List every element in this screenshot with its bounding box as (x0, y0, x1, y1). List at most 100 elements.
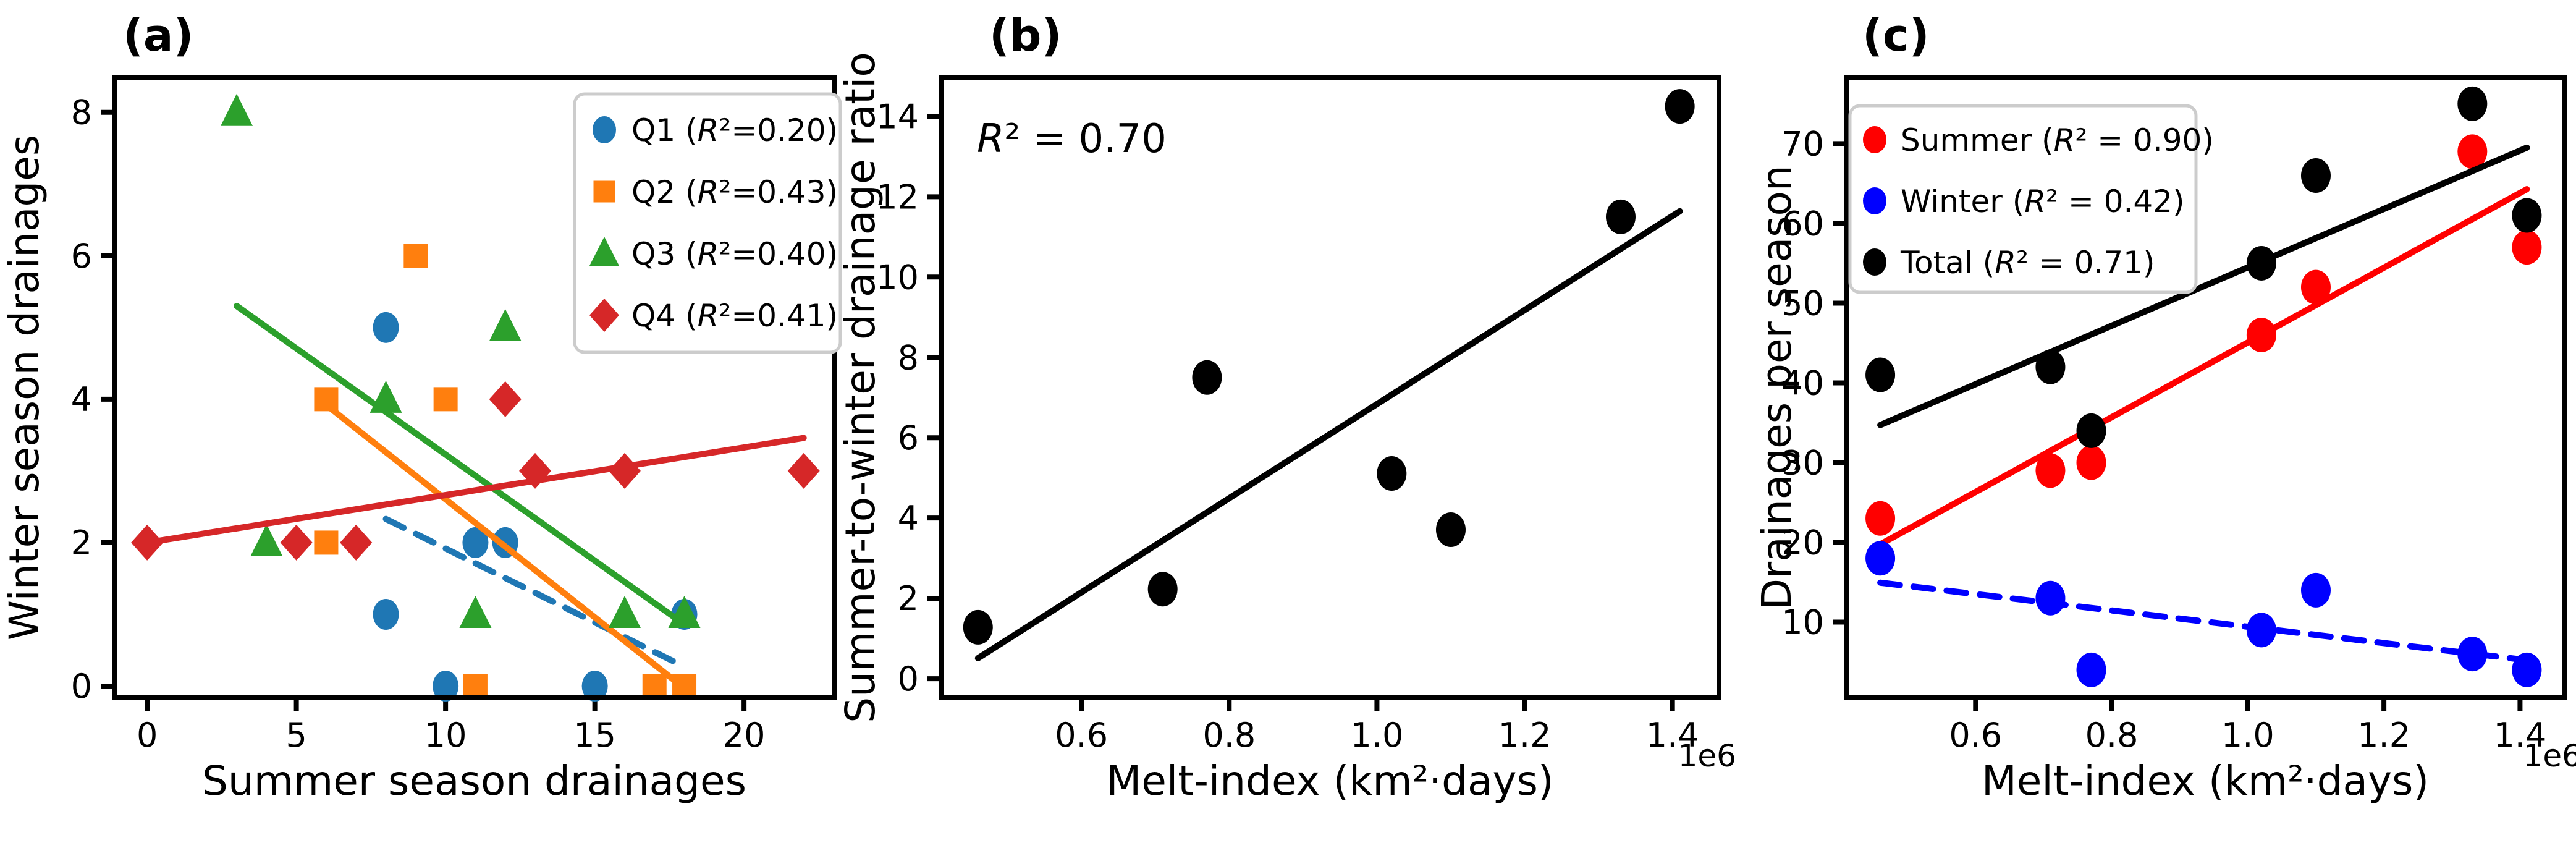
legend-marker-Summer (1863, 126, 1886, 153)
data-point-Q1 (373, 598, 399, 630)
legend-marker-Q3 (589, 237, 619, 266)
x-tick-label: 0.8 (1202, 716, 1256, 755)
x-tick-label: 1.2 (1498, 716, 1552, 755)
y-tick-label: 40 (1781, 363, 1824, 402)
y-axis-label: Winter season drainages (1, 135, 48, 641)
data-point-Total (2076, 413, 2106, 448)
legend-label-Summer: Summer (R² = 0.90) (1901, 122, 2214, 158)
x-tick-label: 1.0 (2221, 716, 2274, 755)
y-tick-label: 6 (898, 418, 919, 457)
x-axis-label: Melt-index (km²·days) (1106, 757, 1553, 805)
data-point-Q1 (373, 312, 399, 343)
y-tick-label: 4 (898, 499, 919, 538)
legend-a: Q1 (R²=0.20) Q2 (R²=0.43) Q3 (R²=0.40) Q4 (… (573, 92, 842, 354)
data-point-Q2 (672, 674, 697, 698)
trend-line-ratio (974, 208, 1683, 661)
panel-title-a: (a) (123, 9, 193, 61)
y-tick-label: 30 (1781, 443, 1824, 482)
data-point-ratio (1665, 89, 1695, 124)
x-axis-offset-label: 1e6 (2523, 738, 2576, 774)
data-point-Q4 (340, 524, 373, 561)
data-point-Summer (2246, 318, 2276, 353)
legend-c: Summer (R² = 0.90) Winter (R² = 0.42) Tota… (1848, 104, 2214, 294)
data-point-Summer (1865, 501, 1896, 536)
data-point-Total (2035, 349, 2066, 384)
data-point-Q2 (433, 387, 458, 412)
legend-marker-Q4 (589, 299, 619, 332)
data-point-Winter (1865, 541, 1896, 576)
data-point-Q3 (370, 380, 402, 413)
x-tick-label: 0.6 (1949, 716, 2002, 755)
data-point-Q2 (463, 674, 488, 698)
data-point-Q3 (668, 595, 701, 628)
y-tick-label: 0 (898, 659, 919, 698)
legend-entry-Q2: Q2 (R²=0.43) (593, 174, 838, 210)
legend-box (1848, 104, 2198, 294)
data-point-Total (2457, 86, 2488, 121)
y-tick-label: 10 (876, 258, 919, 297)
y-tick-label: 6 (71, 237, 92, 276)
x-tick-label: 1.4 (1646, 716, 1699, 755)
r-squared-annotation: R² = 0.70 (977, 116, 1167, 162)
data-point-Q1 (433, 671, 459, 702)
trend-line-Winter (1877, 579, 2530, 664)
data-point-Winter (2457, 637, 2488, 672)
legend-marker-Q2 (593, 180, 615, 203)
data-point-ratio (1605, 199, 1636, 234)
data-point-ratio (963, 609, 993, 645)
legend-entry-Q1: Q1 (R²=0.20) (593, 112, 838, 148)
x-tick-label: 20 (723, 716, 766, 755)
legend-marker-Q1 (593, 116, 616, 143)
x-tick-label: 15 (573, 716, 616, 755)
data-point-ratio (1435, 512, 1466, 548)
data-point-Q4 (131, 524, 164, 561)
data-point-Summer (2457, 134, 2488, 169)
data-point-Total (1865, 357, 1896, 392)
data-point-Winter (2300, 572, 2331, 608)
panel-b: (b) 0.6 0.8 1.0 1.2 1.4 0 2 4 6 8 10 12 14 Melt-index … (837, 9, 1736, 805)
y-tick-label: 50 (1781, 284, 1824, 323)
data-point-Total (2300, 158, 2331, 193)
data-point-Q3 (250, 524, 283, 556)
legend-marker-Winter (1863, 187, 1886, 214)
legend-label-Total: Total (R² = 0.71) (1900, 245, 2155, 281)
y-tick-label: 10 (1781, 603, 1824, 642)
data-point-Q1 (462, 527, 489, 558)
y-tick-label: 60 (1781, 204, 1824, 243)
data-point-Total (2246, 245, 2276, 281)
y-tick-label: 2 (71, 524, 92, 562)
x-axis-label: Summer season drainages (202, 757, 746, 805)
legend-label-Q3: Q3 (R²=0.40) (631, 236, 838, 272)
y-tick-label: 12 (876, 177, 919, 216)
data-point-Summer (2035, 453, 2066, 488)
panel-title-c: (c) (1862, 9, 1930, 61)
legend-label-Winter: Winter (R² = 0.42) (1901, 184, 2185, 219)
data-point-Q2 (642, 674, 667, 698)
x-tick-label: 0.6 (1055, 716, 1108, 755)
y-tick-label: 20 (1781, 523, 1824, 562)
data-point-Q2 (403, 244, 428, 268)
axes-spines (939, 75, 1721, 700)
data-point-Q3 (608, 595, 641, 628)
data-point-Q4 (280, 524, 313, 561)
legend-entry-Q4: Q4 (R²=0.41) (589, 298, 838, 334)
x-tick-label: 10 (424, 716, 467, 755)
axes-spines (1844, 75, 2567, 700)
x-tick-label: 0 (137, 716, 158, 755)
x-axis-offset-label: 1e6 (1678, 738, 1736, 774)
data-point-Summer (2300, 269, 2331, 305)
legend-entry-Summer: Summer (R² = 0.90) (1863, 122, 2214, 158)
x-tick-label: 0.8 (2085, 716, 2139, 755)
legend-entry-Winter: Winter (R² = 0.42) (1863, 184, 2185, 219)
data-point-Q3 (489, 308, 522, 341)
x-tick-label: 1.0 (1350, 716, 1403, 755)
x-tick-label: 1.4 (2493, 716, 2546, 755)
y-axis-label: Summer-to-winter drainage ratio (837, 52, 884, 723)
y-tick-label: 4 (71, 380, 92, 419)
y-tick-label: 2 (898, 579, 919, 618)
data-point-Q3 (221, 93, 253, 126)
data-point-Total (2512, 198, 2542, 233)
trend-line-Summer (1877, 186, 2530, 548)
data-point-Q4 (787, 452, 820, 489)
